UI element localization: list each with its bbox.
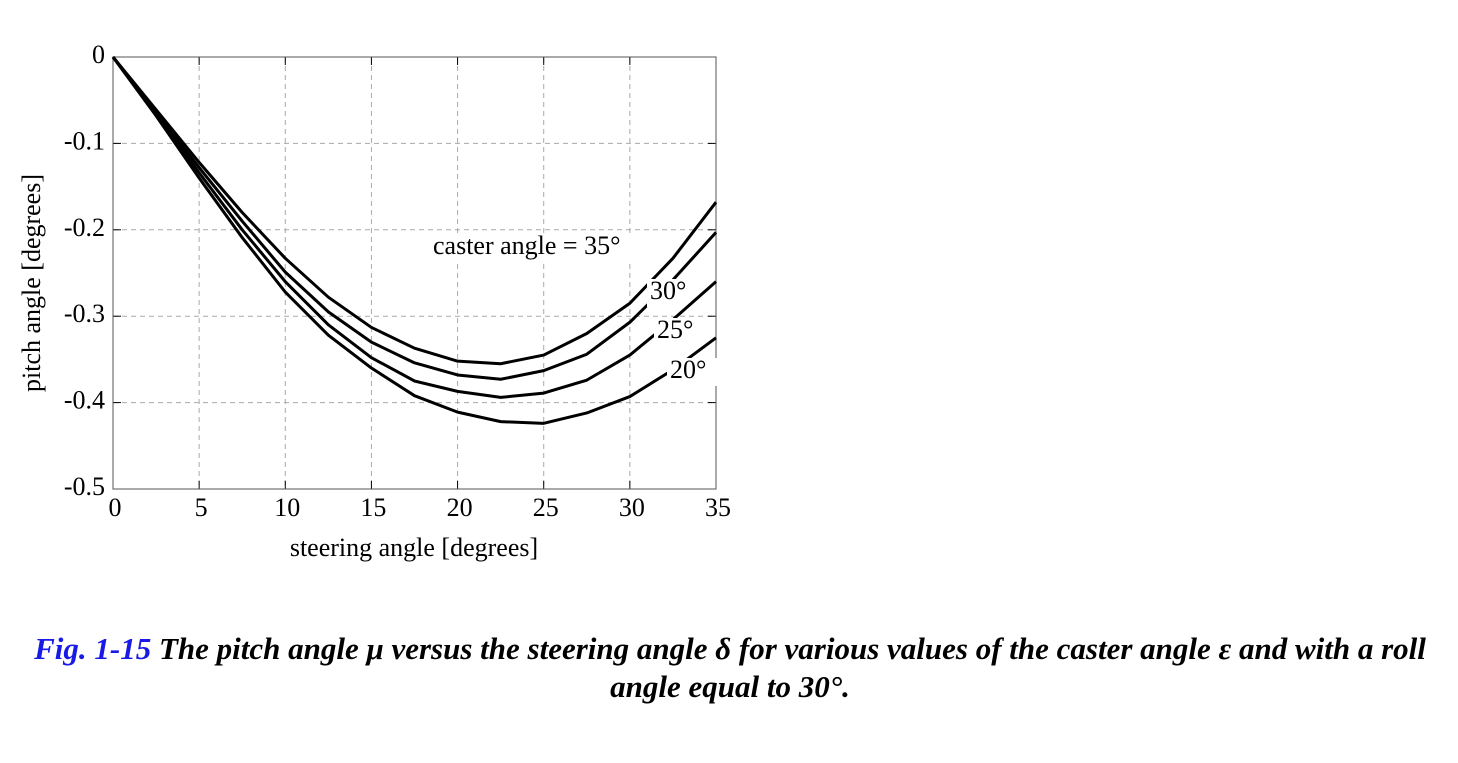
y-tick-label: 0 (92, 40, 105, 69)
y-axis-label: pitch angle [degrees] (17, 174, 46, 392)
series-line (111, 56, 718, 366)
caption: Fig. 1-15 The pitch angle μ versus the s… (10, 630, 1450, 706)
y-tick-label: -0.5 (64, 472, 105, 501)
label-bg (654, 318, 704, 346)
series-label: 30° (650, 276, 686, 305)
label-bg (647, 279, 697, 307)
label-bg (667, 358, 717, 386)
series-line (111, 56, 717, 399)
label-bg (430, 234, 650, 262)
y-tick-label: -0.4 (64, 386, 105, 415)
series-label: 25° (657, 315, 693, 344)
caption-text: The pitch angle μ versus the steering an… (158, 631, 1426, 704)
y-tick-label: -0.1 (64, 126, 105, 155)
x-tick-label: 20 (447, 493, 473, 522)
chart: steering angle [degrees] pitch angle [de… (17, 40, 731, 562)
x-tick-label: 5 (195, 493, 208, 522)
y-tick-label: -0.2 (64, 213, 105, 242)
y-tick-label: -0.3 (64, 299, 105, 328)
x-axis-label: steering angle [degrees] (290, 533, 538, 562)
series-label: caster angle = 35° (433, 231, 620, 260)
x-tick-label: 35 (705, 493, 731, 522)
x-tick-label: 10 (274, 493, 300, 522)
series-line (111, 56, 718, 381)
plot-frame (112, 56, 717, 490)
series-label: 20° (670, 355, 706, 384)
series-line (111, 56, 717, 425)
x-tick-label: 15 (360, 493, 386, 522)
x-tick-label: 0 (109, 493, 122, 522)
x-tick-label: 30 (619, 493, 645, 522)
caption-label: Fig. 1-15 (34, 631, 152, 666)
x-tick-label: 25 (533, 493, 559, 522)
